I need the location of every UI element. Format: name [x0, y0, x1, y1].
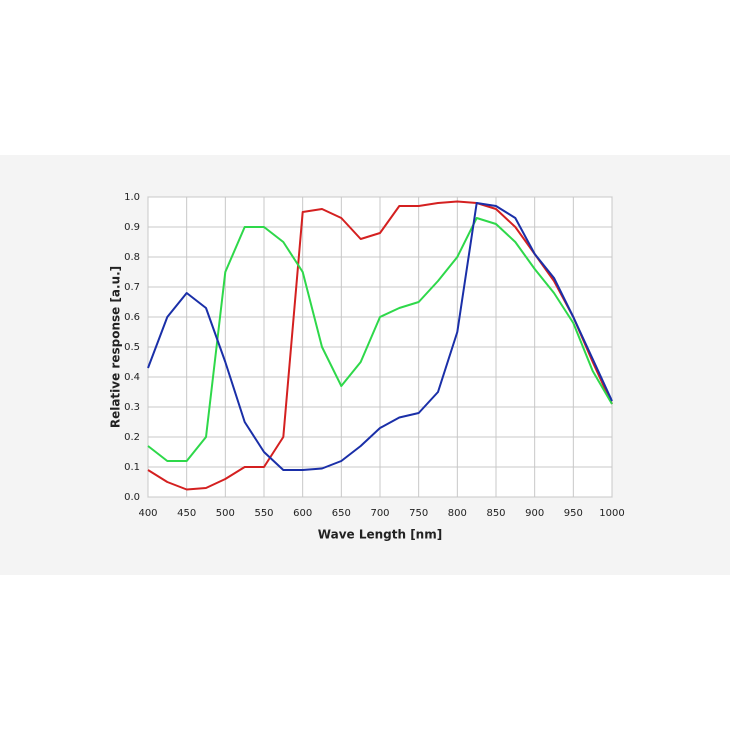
x-tick-label: 850: [486, 508, 505, 519]
series-line: [147, 217, 613, 462]
y-tick-label: 0.4: [124, 372, 140, 383]
x-tick-label: 550: [254, 508, 273, 519]
x-tick-label: 700: [370, 508, 389, 519]
y-tick-label: 0.7: [124, 282, 140, 293]
x-tick-label: 600: [293, 508, 312, 519]
y-tick-label: 0.6: [124, 312, 140, 323]
x-tick-label: 500: [216, 508, 235, 519]
x-tick-label: 750: [409, 508, 428, 519]
x-tick-label: 1000: [599, 508, 624, 519]
x-tick-label: 650: [332, 508, 351, 519]
series-line: [147, 202, 613, 471]
x-axis-title: Wave Length [nm]: [318, 528, 442, 542]
y-tick-label: 1.0: [124, 192, 140, 203]
y-tick-label: 0.8: [124, 252, 140, 263]
y-axis-title: Relative response [a.u.]: [109, 266, 123, 428]
x-tick-label: 950: [564, 508, 583, 519]
x-tick-label: 450: [177, 508, 196, 519]
y-tick-label: 0.0: [124, 492, 140, 503]
x-tick-label: 400: [138, 508, 157, 519]
y-tick-label: 0.5: [124, 342, 140, 353]
x-tick-label: 800: [448, 508, 467, 519]
y-tick-label: 0.3: [124, 402, 140, 413]
y-tick-label: 0.2: [124, 432, 140, 443]
y-tick-label: 0.9: [124, 222, 140, 233]
x-tick-label: 900: [525, 508, 544, 519]
y-tick-label: 0.1: [124, 462, 140, 473]
